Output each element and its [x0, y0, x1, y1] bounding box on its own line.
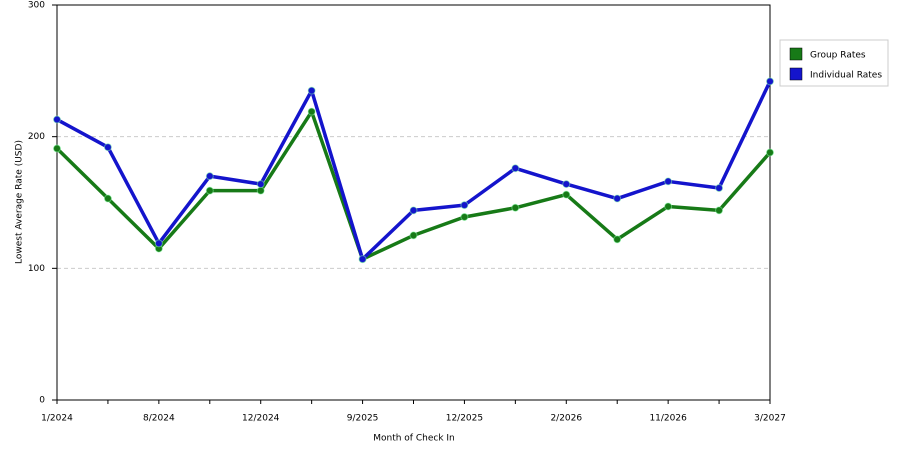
y-tick-label: 200	[28, 132, 45, 142]
x-tick-label: 3/2027	[754, 414, 786, 424]
x-tick-label: 2/2026	[550, 414, 582, 424]
point	[664, 202, 673, 211]
point	[103, 143, 112, 152]
point	[205, 186, 214, 195]
x-tick-label: 12/2025	[446, 414, 483, 424]
point	[613, 194, 622, 203]
legend-label: Group Rates	[810, 51, 866, 61]
plot-frame	[56, 4, 771, 401]
point	[664, 177, 673, 186]
point	[409, 206, 418, 215]
point	[715, 184, 724, 193]
legend-swatch	[789, 47, 803, 61]
point	[154, 239, 163, 248]
x-tick-label: 11/2026	[649, 414, 687, 424]
point	[613, 235, 622, 244]
y-tick-label: 0	[39, 396, 45, 406]
point	[562, 180, 571, 189]
legend-swatch	[789, 67, 803, 81]
x-axis-label: Month of Check In	[373, 434, 455, 444]
y-tick-label: 100	[28, 264, 45, 274]
point	[103, 194, 112, 203]
x-tick-label: 8/2024	[143, 414, 175, 424]
point	[562, 190, 571, 199]
point	[53, 144, 61, 153]
point	[307, 107, 316, 116]
point	[511, 164, 520, 173]
point	[460, 201, 469, 210]
point	[766, 77, 774, 86]
legend-box	[779, 39, 889, 87]
point	[511, 203, 520, 212]
y-tick-label: 300	[28, 1, 45, 11]
x-tick-label: 1/2024	[41, 414, 73, 424]
point	[766, 148, 774, 157]
point	[358, 255, 367, 264]
point	[460, 212, 469, 221]
x-tick-label: 12/2024	[242, 414, 280, 424]
x-tick-label: 9/2025	[347, 414, 379, 424]
point	[715, 206, 724, 215]
point	[256, 180, 265, 189]
y-axis-label: Lowest Average Rate (USD)	[15, 140, 25, 264]
point	[409, 231, 418, 240]
point	[256, 186, 265, 195]
point	[307, 86, 316, 95]
point	[53, 115, 61, 124]
point	[205, 172, 214, 181]
legend-label: Individual Rates	[810, 71, 882, 81]
